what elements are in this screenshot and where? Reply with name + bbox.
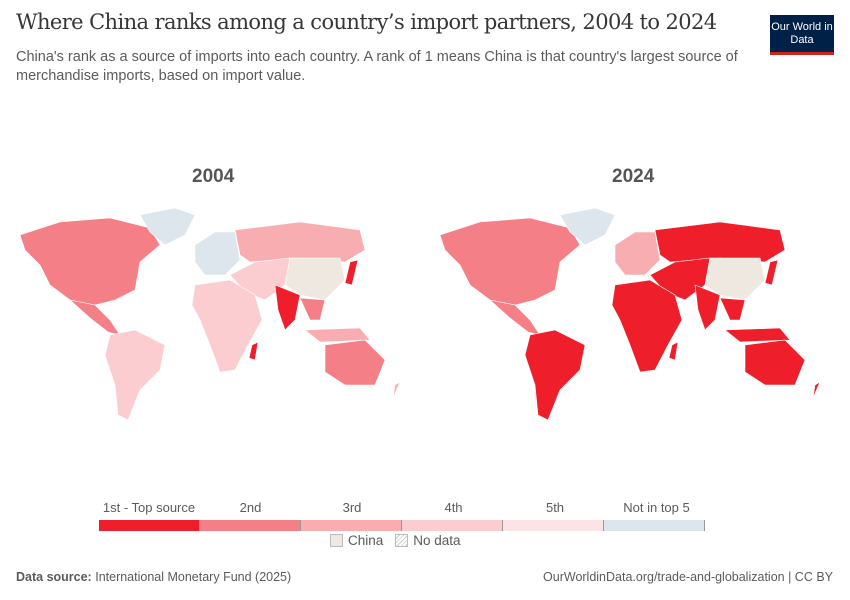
region-africa[interactable] — [611, 279, 683, 373]
region-europe[interactable] — [614, 231, 661, 276]
region-south-america[interactable] — [524, 329, 586, 421]
region-madagascar[interactable] — [668, 341, 679, 361]
legend-swatch[interactable] — [402, 520, 503, 531]
region-central-america[interactable] — [488, 299, 541, 336]
data-source: Data source: International Monetary Fund… — [16, 570, 291, 584]
region-africa[interactable] — [191, 279, 263, 373]
region-central-america[interactable] — [68, 299, 121, 336]
map-year-2024: 2024 — [612, 166, 655, 187]
legend-no-data-label: No data — [413, 533, 461, 548]
region-indonesia[interactable] — [724, 327, 791, 343]
legend-extra: China No data — [330, 533, 461, 548]
region-australia[interactable] — [324, 339, 386, 386]
region-india[interactable] — [274, 284, 301, 331]
source-label: Data source: — [16, 570, 92, 584]
legend-swatch[interactable] — [301, 520, 402, 531]
legend-china: China — [330, 533, 383, 548]
region-greenland[interactable] — [139, 207, 196, 246]
map-year-2004: 2004 — [192, 166, 235, 187]
region-japan[interactable] — [344, 259, 359, 286]
legend-swatch[interactable] — [200, 520, 301, 531]
no-data-swatch — [395, 534, 409, 547]
region-madagascar[interactable] — [248, 341, 259, 361]
region-north-america[interactable] — [19, 217, 161, 306]
region-south-america[interactable] — [104, 329, 166, 421]
legend-swatch[interactable] — [604, 520, 705, 531]
region-europe[interactable] — [194, 231, 241, 276]
china-swatch — [330, 534, 343, 547]
region-russia[interactable] — [654, 221, 786, 263]
legend-swatch[interactable] — [503, 520, 604, 531]
legend-label: 1st - Top source — [102, 500, 196, 515]
source-url[interactable]: OurWorldinData.org/trade-and-globalizati… — [543, 570, 833, 584]
region-new-zealand[interactable] — [812, 381, 821, 399]
region-southeast-asia[interactable] — [299, 297, 326, 321]
legend-bar — [99, 520, 705, 531]
region-greenland[interactable] — [559, 207, 616, 246]
map-2004 — [19, 207, 401, 421]
region-new-zealand[interactable] — [392, 381, 401, 399]
chart-subtitle: China's rank as a source of imports into… — [16, 49, 738, 84]
legend-label: 3rd — [342, 500, 362, 515]
owid-logo[interactable]: Our World in Data — [770, 15, 834, 55]
legend-label: 4th — [444, 500, 463, 515]
map-2024 — [439, 207, 821, 421]
region-north-america[interactable] — [439, 217, 581, 306]
region-indonesia[interactable] — [304, 327, 371, 343]
region-australia[interactable] — [744, 339, 806, 386]
legend-china-label: China — [348, 533, 384, 548]
region-southeast-asia[interactable] — [719, 297, 746, 321]
chart-title: Where China ranks among a country’s impo… — [16, 10, 717, 34]
legend-label: 2nd — [239, 500, 262, 515]
legend-label: 5th — [545, 500, 565, 515]
region-russia[interactable] — [234, 221, 366, 263]
region-japan[interactable] — [764, 259, 779, 286]
region-india[interactable] — [694, 284, 721, 331]
source-text[interactable]: International Monetary Fund (2025) — [95, 570, 292, 584]
legend-swatch[interactable] — [99, 520, 200, 531]
legend-label: Not in top 5 — [623, 500, 690, 515]
legend-no-data: No data — [395, 533, 461, 548]
